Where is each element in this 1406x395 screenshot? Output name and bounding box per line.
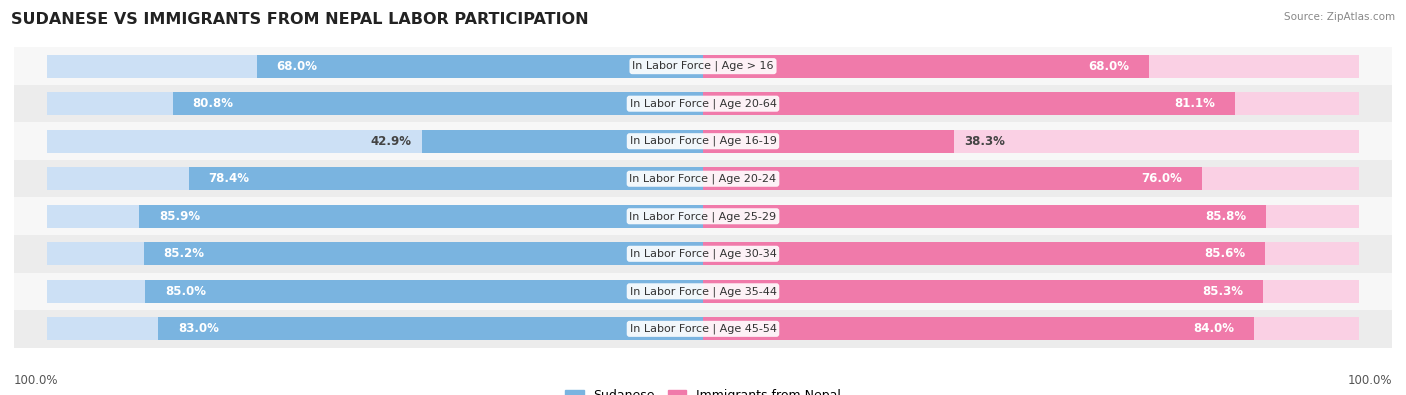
Bar <box>703 55 1360 78</box>
Text: 81.1%: 81.1% <box>1174 97 1215 110</box>
Bar <box>14 198 1392 235</box>
Text: 68.0%: 68.0% <box>1088 60 1129 73</box>
Bar <box>703 280 1263 303</box>
Text: 85.0%: 85.0% <box>165 285 205 298</box>
Bar <box>703 55 1149 78</box>
Text: In Labor Force | Age 16-19: In Labor Force | Age 16-19 <box>630 136 776 147</box>
Bar <box>159 317 703 340</box>
Text: In Labor Force | Age 35-44: In Labor Force | Age 35-44 <box>630 286 776 297</box>
Bar <box>14 47 1392 85</box>
Bar <box>46 167 703 190</box>
Text: 38.3%: 38.3% <box>965 135 1005 148</box>
Bar <box>703 205 1265 228</box>
Bar <box>703 317 1360 340</box>
Text: In Labor Force | Age 45-54: In Labor Force | Age 45-54 <box>630 324 776 334</box>
Bar <box>14 273 1392 310</box>
Bar <box>703 242 1360 265</box>
Bar <box>46 280 703 303</box>
Text: SUDANESE VS IMMIGRANTS FROM NEPAL LABOR PARTICIPATION: SUDANESE VS IMMIGRANTS FROM NEPAL LABOR … <box>11 12 589 27</box>
Bar <box>14 122 1392 160</box>
Text: 100.0%: 100.0% <box>14 374 59 387</box>
Bar <box>14 160 1392 198</box>
Bar <box>46 205 703 228</box>
Text: 80.8%: 80.8% <box>193 97 233 110</box>
Text: In Labor Force | Age 25-29: In Labor Force | Age 25-29 <box>630 211 776 222</box>
Bar <box>46 92 703 115</box>
Text: In Labor Force | Age > 16: In Labor Force | Age > 16 <box>633 61 773 71</box>
Text: 76.0%: 76.0% <box>1142 172 1182 185</box>
Text: 85.2%: 85.2% <box>163 247 205 260</box>
Bar <box>14 310 1392 348</box>
Bar <box>703 280 1360 303</box>
Bar <box>703 167 1202 190</box>
Bar <box>14 235 1392 273</box>
Text: 84.0%: 84.0% <box>1194 322 1234 335</box>
Bar <box>145 280 703 303</box>
Bar <box>139 205 703 228</box>
Text: 78.4%: 78.4% <box>208 172 249 185</box>
Text: 85.9%: 85.9% <box>159 210 200 223</box>
Bar <box>703 92 1234 115</box>
Text: 42.9%: 42.9% <box>371 135 412 148</box>
Bar <box>46 130 703 153</box>
Bar <box>703 167 1360 190</box>
Bar <box>46 242 703 265</box>
Text: In Labor Force | Age 30-34: In Labor Force | Age 30-34 <box>630 248 776 259</box>
Text: 85.3%: 85.3% <box>1202 285 1243 298</box>
Bar <box>46 55 703 78</box>
Text: In Labor Force | Age 20-24: In Labor Force | Age 20-24 <box>630 173 776 184</box>
Text: 85.8%: 85.8% <box>1205 210 1246 223</box>
Bar <box>143 242 703 265</box>
Text: 83.0%: 83.0% <box>179 322 219 335</box>
Bar <box>703 205 1360 228</box>
Bar <box>257 55 703 78</box>
Bar <box>703 92 1360 115</box>
Bar <box>14 85 1392 122</box>
Bar <box>703 130 1360 153</box>
Bar <box>188 167 703 190</box>
Text: 85.6%: 85.6% <box>1204 247 1244 260</box>
Bar <box>703 317 1254 340</box>
Bar <box>422 130 703 153</box>
Bar <box>703 130 955 153</box>
Bar <box>173 92 703 115</box>
Legend: Sudanese, Immigrants from Nepal: Sudanese, Immigrants from Nepal <box>560 384 846 395</box>
Text: 68.0%: 68.0% <box>277 60 318 73</box>
Bar <box>46 317 703 340</box>
Text: Source: ZipAtlas.com: Source: ZipAtlas.com <box>1284 12 1395 22</box>
Text: 100.0%: 100.0% <box>1347 374 1392 387</box>
Bar <box>703 242 1264 265</box>
Text: In Labor Force | Age 20-64: In Labor Force | Age 20-64 <box>630 98 776 109</box>
